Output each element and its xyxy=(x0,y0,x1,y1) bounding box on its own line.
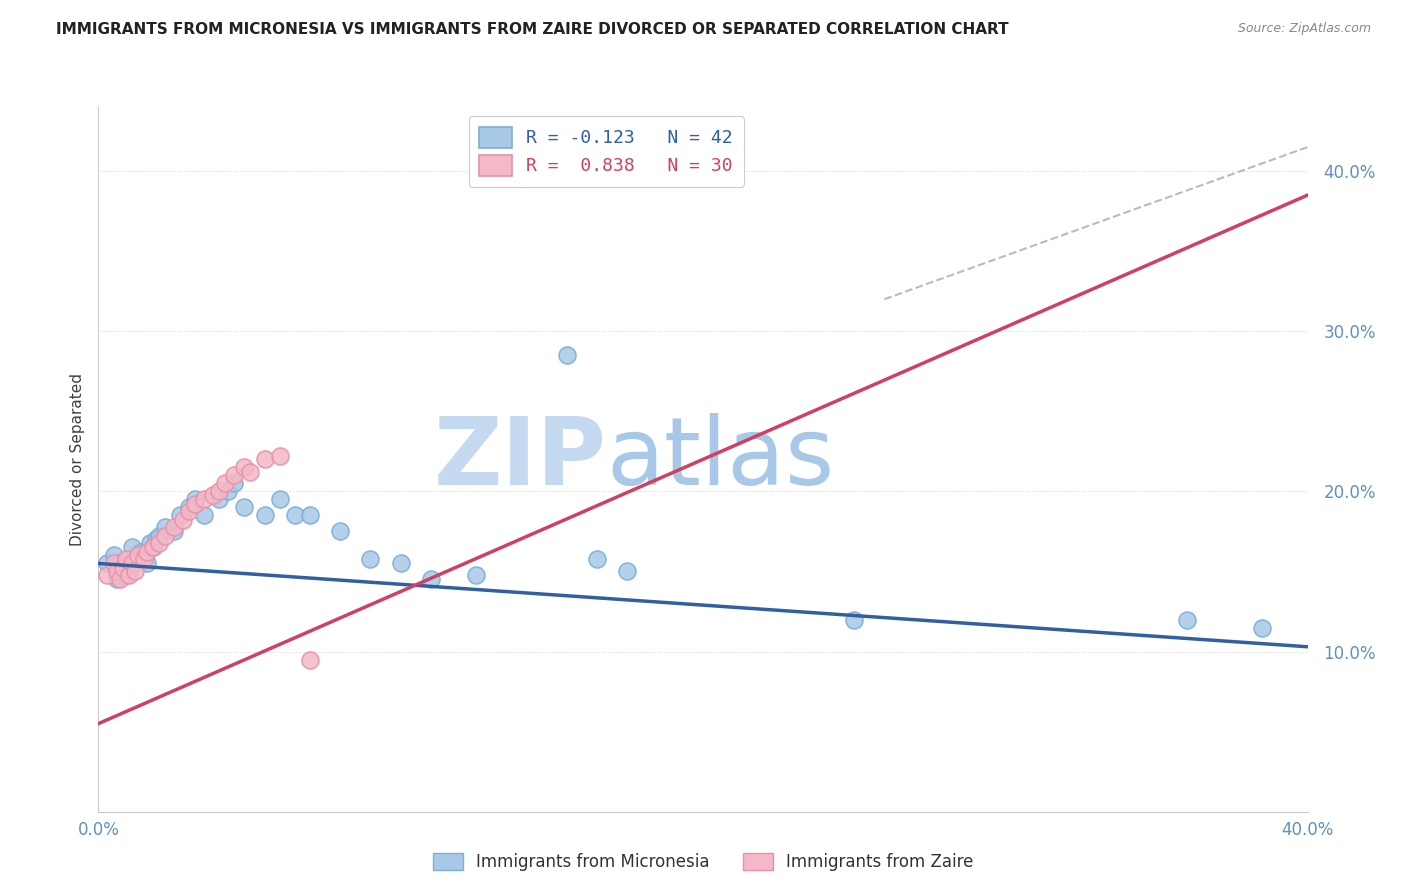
Point xyxy=(360,551,382,566)
Point xyxy=(202,487,225,501)
Point xyxy=(163,524,186,539)
Point xyxy=(142,541,165,555)
Point xyxy=(111,565,134,579)
Point xyxy=(118,567,141,582)
Text: ZIP: ZIP xyxy=(433,413,606,506)
Point xyxy=(135,557,157,571)
Point xyxy=(329,524,352,539)
Legend: Immigrants from Micronesia, Immigrants from Zaire: Immigrants from Micronesia, Immigrants f… xyxy=(425,845,981,880)
Point xyxy=(844,613,866,627)
Point xyxy=(208,484,231,499)
Point xyxy=(118,561,141,575)
Point xyxy=(129,545,152,559)
Point xyxy=(193,492,215,507)
Y-axis label: Divorced or Separated: Divorced or Separated xyxy=(69,373,84,546)
Point xyxy=(179,500,201,515)
Point xyxy=(253,508,276,523)
Point xyxy=(253,452,276,467)
Point xyxy=(127,551,149,566)
Point xyxy=(153,519,176,533)
Point xyxy=(269,492,291,507)
Point xyxy=(616,565,638,579)
Point xyxy=(224,476,246,491)
Point xyxy=(142,541,165,555)
Text: atlas: atlas xyxy=(606,413,835,506)
Text: IMMIGRANTS FROM MICRONESIA VS IMMIGRANTS FROM ZAIRE DIVORCED OR SEPARATED CORREL: IMMIGRANTS FROM MICRONESIA VS IMMIGRANTS… xyxy=(56,22,1010,37)
Point xyxy=(214,476,236,491)
Point xyxy=(145,533,167,547)
Point xyxy=(111,561,134,575)
Point xyxy=(284,508,307,523)
Legend: R = -0.123   N = 42, R =  0.838   N = 30: R = -0.123 N = 42, R = 0.838 N = 30 xyxy=(468,116,744,186)
Point xyxy=(299,652,322,666)
Point xyxy=(96,557,118,571)
Point xyxy=(135,545,157,559)
Point xyxy=(184,492,207,507)
Point xyxy=(124,557,146,571)
Point xyxy=(184,497,207,511)
Point xyxy=(148,529,170,543)
Point xyxy=(224,468,246,483)
Point xyxy=(127,549,149,563)
Point xyxy=(1251,621,1274,635)
Point xyxy=(103,549,125,563)
Point xyxy=(179,503,201,517)
Point xyxy=(108,557,131,571)
Point xyxy=(193,508,215,523)
Point xyxy=(465,567,488,582)
Point xyxy=(105,565,128,579)
Point xyxy=(153,529,176,543)
Point xyxy=(586,551,609,566)
Point xyxy=(132,551,155,566)
Point xyxy=(269,449,291,463)
Point xyxy=(114,567,136,582)
Text: Source: ZipAtlas.com: Source: ZipAtlas.com xyxy=(1237,22,1371,36)
Point xyxy=(169,508,191,523)
Point xyxy=(555,348,578,362)
Point xyxy=(217,484,239,499)
Point xyxy=(232,460,254,475)
Point xyxy=(420,573,443,587)
Point xyxy=(232,500,254,515)
Point xyxy=(208,492,231,507)
Point xyxy=(121,557,143,571)
Point xyxy=(148,535,170,549)
Point xyxy=(163,519,186,533)
Point xyxy=(1175,613,1198,627)
Point xyxy=(172,513,194,527)
Point xyxy=(139,535,162,549)
Point xyxy=(105,573,128,587)
Point xyxy=(121,541,143,555)
Point xyxy=(389,557,412,571)
Point xyxy=(132,549,155,563)
Point xyxy=(96,567,118,582)
Point xyxy=(114,551,136,566)
Point xyxy=(124,565,146,579)
Point xyxy=(108,573,131,587)
Point xyxy=(103,557,125,571)
Point xyxy=(239,465,262,479)
Point xyxy=(299,508,322,523)
